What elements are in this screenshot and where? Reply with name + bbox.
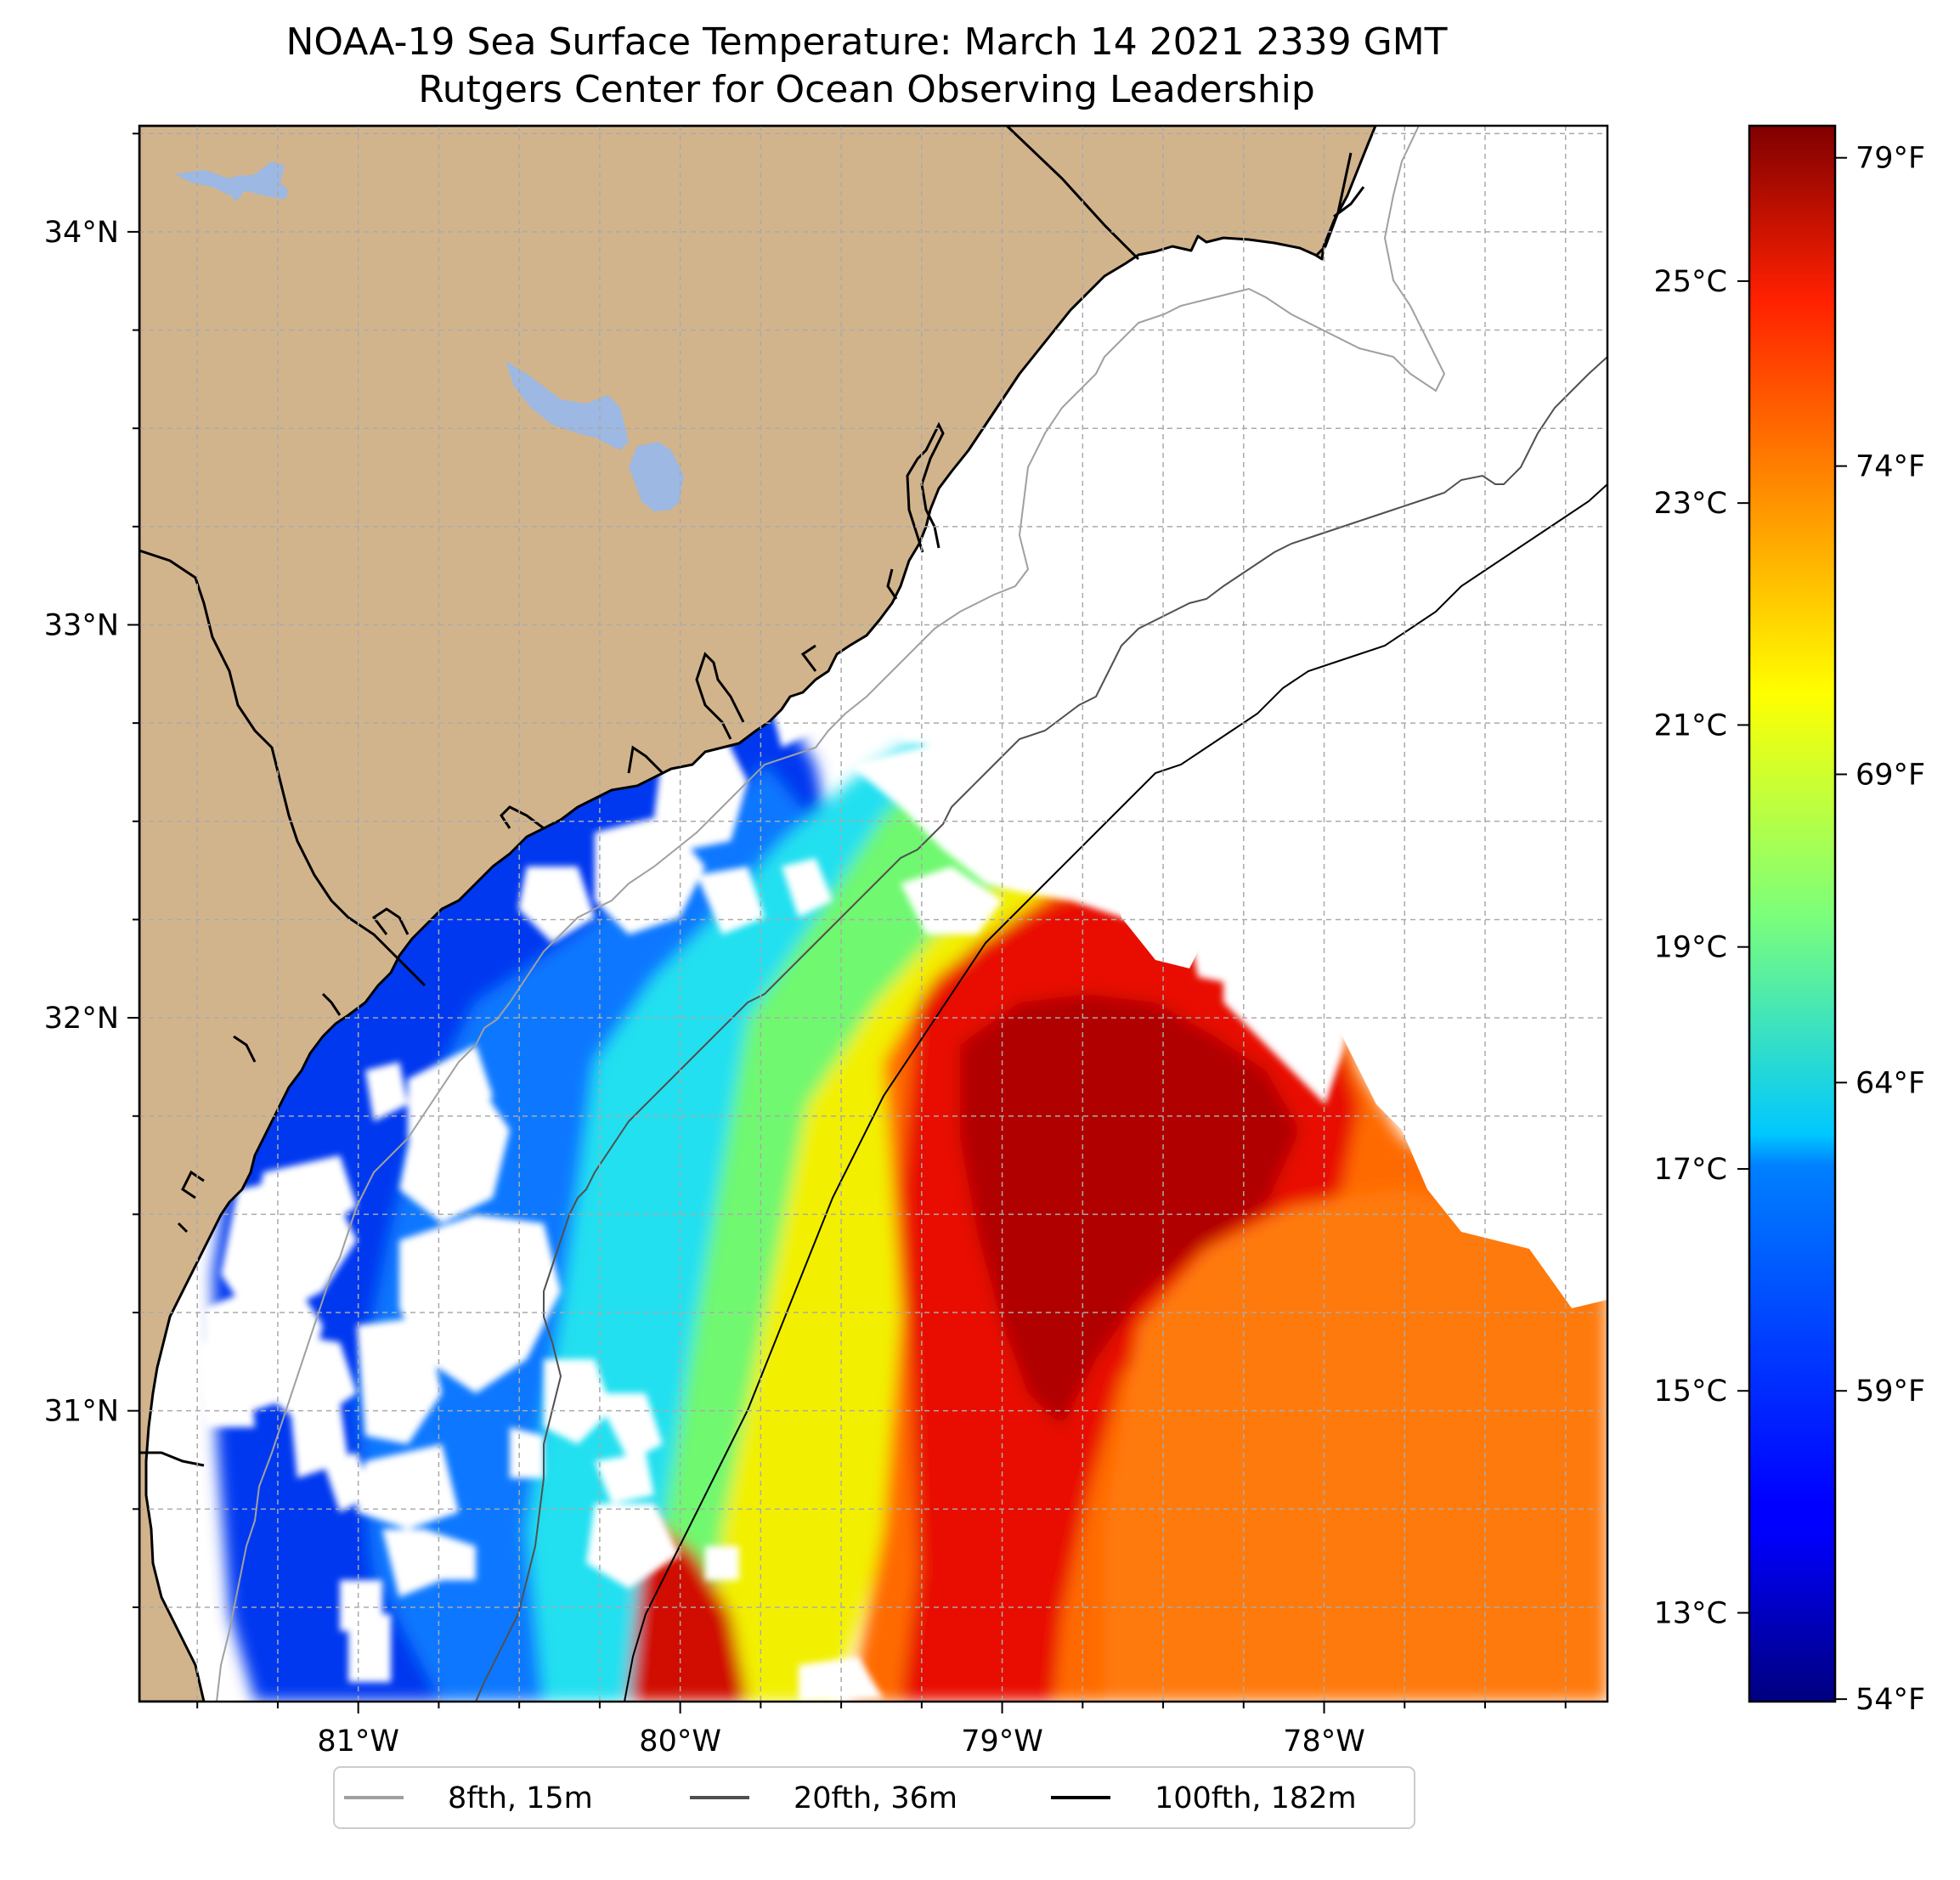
- legend-frame: [333, 1766, 1415, 1829]
- x-tick-label: 78°W: [1283, 1725, 1365, 1759]
- state-border-ga-fl: [139, 1451, 205, 1467]
- y-tick-label: 32°N: [44, 1002, 119, 1036]
- lake-4: [229, 174, 242, 202]
- sst-deep-red-core: [960, 994, 1300, 1427]
- x-tick-label: 80°W: [639, 1725, 721, 1759]
- colorbar-celsius-label: 23°C: [1654, 487, 1727, 521]
- isobath-8fth: [216, 126, 1446, 1702]
- chart-subtitle: Rutgers Center for Ocean Observing Leade…: [418, 68, 1315, 111]
- y-tick-label: 34°N: [44, 216, 119, 250]
- map-frame: [138, 124, 1609, 1703]
- colorbar-celsius-label: 17°C: [1654, 1153, 1727, 1187]
- colorbar-celsius-label: 15°C: [1654, 1375, 1727, 1409]
- legend-label: 20fth, 36m: [794, 1781, 957, 1815]
- colorbar-fahrenheit-label: 59°F: [1856, 1375, 1925, 1409]
- colorbar-celsius-label: 13°C: [1654, 1596, 1727, 1630]
- state-border-sc-ga: [139, 549, 426, 987]
- lake-3: [629, 442, 684, 511]
- land-area: [139, 126, 1377, 1702]
- isobaths: [216, 126, 1607, 1702]
- chart-title: NOAA-19 Sea Surface Temperature: March 1…: [285, 20, 1447, 64]
- colorbar-celsius-label: 21°C: [1654, 709, 1727, 742]
- x-tick-label: 79°W: [961, 1725, 1043, 1759]
- colorbar-celsius-label: 19°C: [1654, 931, 1727, 965]
- colorbar-frame: [1748, 124, 1837, 1703]
- isobath-legend: 8fth, 15m 20fth, 36m 100fth, 182m: [333, 1766, 1415, 1829]
- colorbar-fahrenheit-label: 69°F: [1856, 758, 1925, 792]
- map-panel[interactable]: [139, 126, 1607, 1702]
- y-tick-label: 33°N: [44, 608, 119, 642]
- colorbar-celsius-label: 25°C: [1654, 265, 1727, 299]
- coastal-inlets: [177, 152, 1365, 1234]
- sst-field: [212, 671, 1607, 1702]
- x-tick-label: 81°W: [317, 1725, 399, 1759]
- colorbar-fahrenheit-label: 54°F: [1856, 1683, 1925, 1717]
- legend-label: 8fth, 15m: [448, 1781, 593, 1815]
- legend-label: 100fth, 182m: [1155, 1781, 1357, 1815]
- colorbar-fahrenheit-label: 79°F: [1856, 142, 1925, 176]
- isobath-20fth: [475, 356, 1607, 1702]
- colorbar-fahrenheit-label: 74°F: [1856, 450, 1925, 484]
- map-axes: 81°W 80°W 79°W 78°W 34°N 33°N 32°N 31°N: [44, 133, 1567, 1759]
- sst-orange-lobe: [1104, 1189, 1607, 1702]
- graticule: [139, 126, 1607, 1702]
- colorbar-fahrenheit-label: 64°F: [1856, 1066, 1925, 1100]
- isobath-100fth: [624, 483, 1607, 1702]
- colorbar-gradient: [1749, 126, 1835, 1702]
- y-tick-label: 31°N: [44, 1395, 119, 1429]
- colorbar: 25°C 23°C 21°C 19°C 17°C 15°C 13°C 79°F 74°F 69°F…: [1654, 124, 1925, 1717]
